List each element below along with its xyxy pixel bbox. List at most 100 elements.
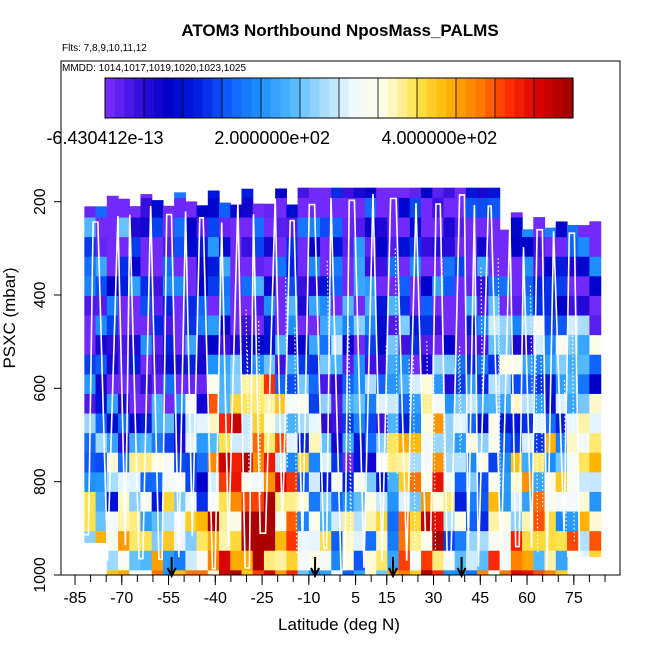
heatmap-cell — [241, 511, 254, 532]
heatmap-cell — [465, 393, 478, 415]
heatmap-cell — [95, 511, 108, 532]
heatmap-cell — [84, 295, 97, 317]
heatmap-cell — [286, 472, 299, 493]
heatmap-cell — [207, 491, 220, 513]
colorbar-cell — [222, 78, 233, 118]
profile-marker-arrowhead — [166, 567, 177, 579]
heatmap-cell — [118, 335, 130, 356]
heatmap-cell — [409, 237, 422, 258]
heatmap-cell — [151, 354, 164, 375]
heatmap-cell — [263, 256, 276, 277]
heatmap-cell — [162, 511, 175, 532]
heatmap-cell — [118, 374, 130, 395]
heatmap-cell — [162, 205, 175, 219]
heatmap-cell — [196, 205, 209, 219]
heatmap-cell — [308, 491, 321, 513]
heatmap-cell — [207, 190, 220, 199]
heatmap-cell — [454, 237, 467, 258]
heatmap-cell — [84, 237, 97, 258]
heatmap-cell — [162, 472, 175, 493]
heatmap-cell — [454, 393, 467, 415]
heatmap-cell — [522, 491, 534, 513]
heatmap-cell — [364, 237, 377, 258]
heatmap-cell — [477, 187, 489, 199]
heatmap-cell — [95, 237, 108, 258]
heatmap-cell — [499, 295, 512, 317]
heatmap-cell — [207, 531, 220, 552]
heatmap-cell — [477, 217, 489, 238]
heatmap-cell — [454, 354, 467, 375]
heatmap-cell — [454, 197, 467, 219]
heatmap-cell — [207, 354, 220, 375]
heatmap-cell — [376, 511, 388, 532]
heatmap-cell — [275, 531, 287, 552]
heatmap-cell — [331, 187, 344, 199]
heatmap-cell — [252, 217, 265, 238]
heatmap-cell — [421, 511, 433, 532]
heatmap-cell — [230, 295, 243, 317]
heatmap-cell — [353, 452, 366, 473]
heatmap-cell — [342, 511, 355, 532]
heatmap-cell — [555, 531, 568, 552]
heatmap-cell — [432, 276, 445, 297]
heatmap-cell — [106, 413, 119, 434]
heatmap-cell — [578, 550, 591, 557]
heatmap-cell — [118, 531, 130, 552]
heatmap-cell — [376, 374, 388, 395]
colorbar-cell — [319, 78, 330, 118]
heatmap-cell — [477, 511, 489, 532]
heatmap-cell — [555, 335, 568, 356]
colorbar-cell — [212, 78, 223, 118]
heatmap-cell — [555, 315, 568, 336]
heatmap-cell — [286, 204, 299, 219]
heatmap-cell — [432, 256, 445, 277]
colorbar-cell — [553, 78, 564, 118]
heatmap-cell — [353, 187, 366, 199]
heatmap-cell — [421, 256, 433, 277]
heatmap-cell — [106, 295, 119, 317]
heatmap-cell — [342, 531, 355, 552]
heatmap-cell — [331, 354, 344, 375]
heatmap-cell — [432, 315, 445, 336]
heatmap-cell — [409, 315, 422, 336]
heatmap-cell — [533, 295, 546, 317]
heatmap-cell — [421, 491, 433, 513]
heatmap-cell — [499, 531, 512, 552]
heatmap-cell — [118, 354, 130, 375]
heatmap-cell — [443, 433, 456, 454]
heatmap-cell — [544, 295, 557, 317]
heatmap-cell — [297, 315, 310, 336]
heatmap-cell — [578, 374, 591, 395]
heatmap-cell — [118, 511, 130, 532]
heatmap-cell — [499, 511, 512, 532]
heatmap-cell — [589, 295, 602, 317]
heatmap-cell — [196, 511, 209, 532]
x-tick-label: 60 — [518, 590, 536, 607]
heatmap-cell — [409, 276, 422, 297]
heatmap-cell — [421, 472, 433, 493]
heatmap-cell — [522, 315, 534, 336]
heatmap-cell — [533, 413, 546, 434]
heatmap-cell — [376, 197, 388, 219]
heatmap-cell — [95, 472, 108, 493]
heatmap-cell — [488, 491, 501, 513]
y-tick-label: 800 — [32, 468, 49, 495]
heatmap-cell — [118, 570, 130, 575]
heatmap-cell — [151, 433, 164, 454]
heatmap-cell — [118, 276, 130, 297]
heatmap-cell — [275, 354, 287, 375]
colorbar-cell — [387, 78, 399, 118]
heatmap-cell — [522, 550, 534, 571]
heatmap-cell — [376, 491, 388, 513]
heatmap-cell — [320, 433, 332, 454]
heatmap-cell — [162, 570, 175, 575]
heatmap-cell — [331, 237, 344, 258]
heatmap-cell — [84, 217, 97, 238]
heatmap-cell — [252, 354, 265, 375]
heatmap-cell — [409, 433, 422, 454]
heatmap-cell — [263, 295, 276, 317]
heatmap-cell — [219, 202, 231, 219]
heatmap-cell — [477, 276, 489, 297]
heatmap-cell — [308, 472, 321, 493]
x-tick-label: 15 — [378, 590, 396, 607]
